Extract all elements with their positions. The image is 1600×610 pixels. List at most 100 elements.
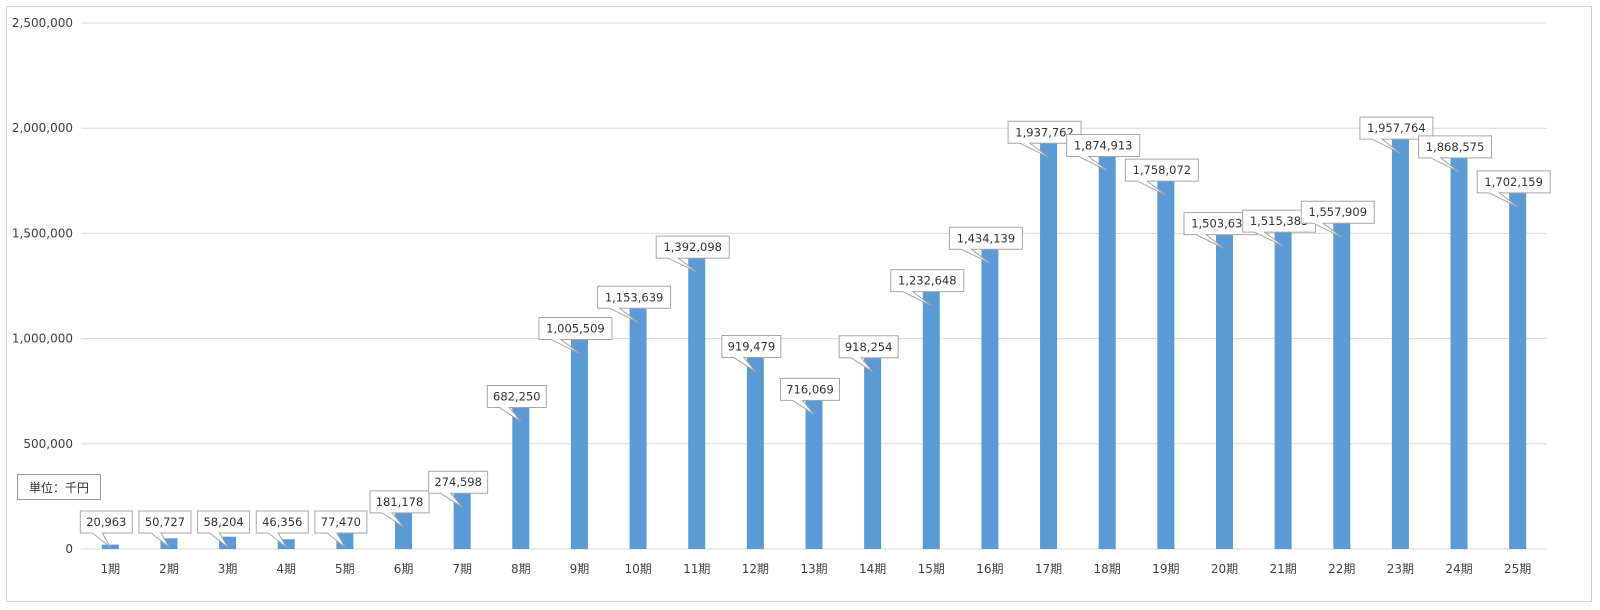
callout-box <box>890 269 965 307</box>
data-label: 1,434,139 <box>957 231 1016 245</box>
data-label-callout: 1,874,913 <box>1066 134 1141 171</box>
data-label-callout: 1,434,139 <box>948 226 1023 264</box>
data-label-callout: 1,005,509 <box>538 316 613 354</box>
x-tick-label: 1期 <box>100 562 120 576</box>
bar <box>864 355 882 549</box>
data-label: 716,069 <box>786 382 834 396</box>
data-label: 1,515,383 <box>1250 214 1309 228</box>
y-tick-label: 2,000,000 <box>12 121 73 135</box>
callout-box <box>79 510 133 548</box>
x-tick-label: 4期 <box>276 562 296 576</box>
bar <box>1450 155 1468 550</box>
y-tick-label: 0 <box>65 542 73 556</box>
x-tick-label: 12期 <box>742 562 769 576</box>
x-tick-label: 2期 <box>159 562 179 576</box>
y-tick-label: 2,500,000 <box>12 16 73 30</box>
data-label: 682,250 <box>493 389 541 403</box>
data-label-callout: 274,598 <box>428 470 489 508</box>
callout-box <box>1066 134 1141 171</box>
data-label-callout: 58,204 <box>197 510 251 548</box>
unit-note: 単位：千円 <box>17 474 101 500</box>
data-label-callout: 181,178 <box>369 490 430 528</box>
data-label-callout: 1,232,648 <box>890 269 965 307</box>
bar <box>1157 179 1175 549</box>
bar <box>1274 230 1292 549</box>
callout-box <box>255 510 309 548</box>
bar <box>1333 221 1351 549</box>
x-tick-label: 10期 <box>624 562 651 576</box>
gridlines <box>81 22 1547 550</box>
data-label: 1,874,913 <box>1074 139 1133 153</box>
callout-box <box>486 384 547 422</box>
callout-box <box>1007 120 1082 158</box>
bar <box>1040 141 1058 550</box>
data-label-callout: 682,250 <box>486 384 547 422</box>
x-tick-label: 16期 <box>976 562 1003 576</box>
data-label: 1,557,909 <box>1308 205 1367 219</box>
bar <box>1098 154 1116 549</box>
x-tick-label: 21期 <box>1269 562 1296 576</box>
x-axis: 1期 2期 3期 4期 5期 6期 7期 8期 9期 10期 11期 12期 13期 14期 15期 16期 1… <box>100 562 1531 576</box>
bar <box>1391 137 1409 549</box>
data-label: 1,868,575 <box>1426 140 1485 154</box>
data-label-callout: 1,758,072 <box>1124 158 1199 196</box>
data-label-callout: 50,727 <box>138 510 192 548</box>
x-tick-label: 5期 <box>335 562 355 576</box>
data-label: 20,963 <box>86 515 126 529</box>
data-label-callout: 1,702,159 <box>1476 170 1551 208</box>
y-tick-label: 1,000,000 <box>12 332 73 346</box>
x-tick-label: 11期 <box>683 562 710 576</box>
bar <box>336 532 354 549</box>
x-tick-label: 19期 <box>1152 562 1179 576</box>
y-axis: 0 500,000 1,000,000 1,500,000 2,000,000 2,500… <box>12 16 73 556</box>
data-label: 1,392,098 <box>663 240 722 254</box>
callout-box <box>597 285 672 323</box>
data-label-callout: 918,254 <box>838 335 899 373</box>
bar <box>512 405 530 549</box>
data-label: 274,598 <box>434 475 482 489</box>
data-label-callout: 716,069 <box>780 377 840 415</box>
callout-box <box>1418 135 1493 173</box>
x-tick-label: 14期 <box>859 562 886 576</box>
callout-box <box>838 335 899 373</box>
data-label: 50,727 <box>145 515 185 529</box>
bars <box>101 137 1527 550</box>
bar <box>160 538 178 549</box>
callout-box <box>369 490 430 528</box>
bar <box>1215 232 1233 549</box>
data-label: 1,232,648 <box>898 274 957 288</box>
data-label-callout: 1,957,764 <box>1359 116 1434 154</box>
x-tick-label: 15期 <box>918 562 945 576</box>
x-tick-label: 25期 <box>1504 562 1531 576</box>
data-label: 1,153,639 <box>605 290 664 304</box>
data-label-callout: 1,153,639 <box>597 285 672 323</box>
data-label-callout: 46,356 <box>255 510 309 548</box>
callout-box <box>948 226 1023 264</box>
data-label-callout: 919,479 <box>721 335 782 372</box>
callout-box <box>721 335 782 372</box>
x-tick-label: 3期 <box>218 562 238 576</box>
bar <box>395 510 413 549</box>
x-tick-label: 17期 <box>1035 562 1062 576</box>
bar <box>629 306 647 549</box>
data-label: 1,005,509 <box>546 321 605 335</box>
callout-box <box>655 235 730 273</box>
bar <box>688 256 706 549</box>
data-label-callout: 77,470 <box>314 510 368 548</box>
bar <box>277 539 295 549</box>
data-label-callout: 1,937,762 <box>1007 120 1082 158</box>
data-label-callout: 1,392,098 <box>655 235 730 273</box>
x-tick-label: 6期 <box>394 562 414 576</box>
x-tick-label: 13期 <box>800 562 827 576</box>
data-labels: 20,963 50,727 58,204 46,356 77,470 181,178 274… <box>79 116 1551 548</box>
x-tick-label: 7期 <box>452 562 472 576</box>
callout-box <box>1476 170 1551 208</box>
bar <box>1509 190 1527 549</box>
data-label: 58,204 <box>203 515 243 529</box>
data-label-callout: 1,503,634 <box>1183 212 1258 250</box>
data-label-callout: 1,557,909 <box>1300 200 1375 238</box>
data-label: 1,957,764 <box>1367 121 1426 135</box>
callout-box <box>1124 158 1199 196</box>
callout-box <box>428 470 489 508</box>
data-label: 1,503,634 <box>1191 217 1250 231</box>
